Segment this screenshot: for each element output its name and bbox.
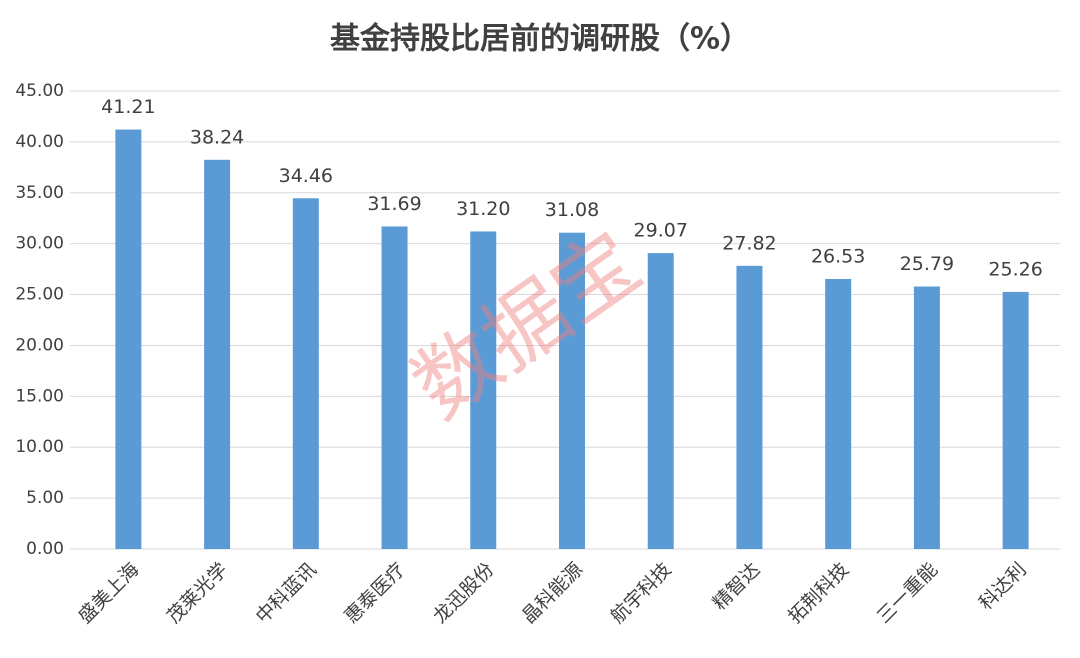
y-tick-label: 30.00: [15, 234, 64, 254]
bar: [1002, 291, 1029, 549]
bar: [204, 159, 231, 550]
y-tick-label: 25.00: [15, 285, 64, 305]
x-tick-label: 龙迅股份: [429, 559, 498, 628]
y-tick-label: 20.00: [15, 335, 64, 355]
value-label: 25.26: [988, 258, 1042, 280]
x-tick-label: 三一重能: [873, 559, 942, 628]
bar: [913, 286, 940, 549]
y-tick-label: 15.00: [15, 386, 64, 406]
bar: [736, 265, 763, 549]
x-tick-label: 精智达: [709, 559, 765, 615]
x-tick-label: 拓荆科技: [784, 559, 853, 628]
bar: [292, 198, 319, 549]
value-label: 34.46: [279, 165, 333, 187]
x-tick-label: 盛美上海: [74, 559, 143, 628]
value-label: 25.79: [900, 253, 954, 275]
value-label: 31.08: [545, 199, 599, 221]
x-tick-label: 晶科能源: [518, 559, 587, 628]
y-tick-label: 10.00: [15, 437, 64, 457]
value-label: 31.69: [367, 193, 421, 215]
value-label: 41.21: [101, 96, 155, 118]
bar: [381, 226, 408, 549]
x-tick-label: 科达利: [975, 559, 1031, 615]
y-tick-label: 0.00: [26, 539, 64, 559]
chart-title: 基金持股比居前的调研股（%）: [330, 22, 750, 57]
value-label: 29.07: [634, 220, 688, 242]
x-tick-label: 航宇科技: [606, 559, 675, 628]
value-label: 31.20: [456, 198, 510, 220]
value-label: 27.82: [722, 232, 776, 254]
value-label: 38.24: [190, 126, 244, 148]
bar: [559, 232, 585, 549]
bar: [647, 253, 674, 549]
y-tick-label: 35.00: [15, 183, 64, 203]
watermark: 数据宝: [395, 213, 658, 438]
bar: [115, 129, 142, 549]
x-tick-label: 茂莱光学: [163, 559, 232, 628]
y-tick-label: 45.00: [15, 81, 64, 101]
bar: [470, 231, 497, 549]
x-tick-label: 惠泰医疗: [340, 559, 409, 628]
bar: [825, 278, 852, 549]
y-tick-label: 40.00: [15, 132, 64, 152]
y-tick-label: 5.00: [26, 488, 64, 508]
x-tick-label: 中科蓝讯: [252, 559, 321, 628]
value-label: 26.53: [811, 245, 865, 267]
